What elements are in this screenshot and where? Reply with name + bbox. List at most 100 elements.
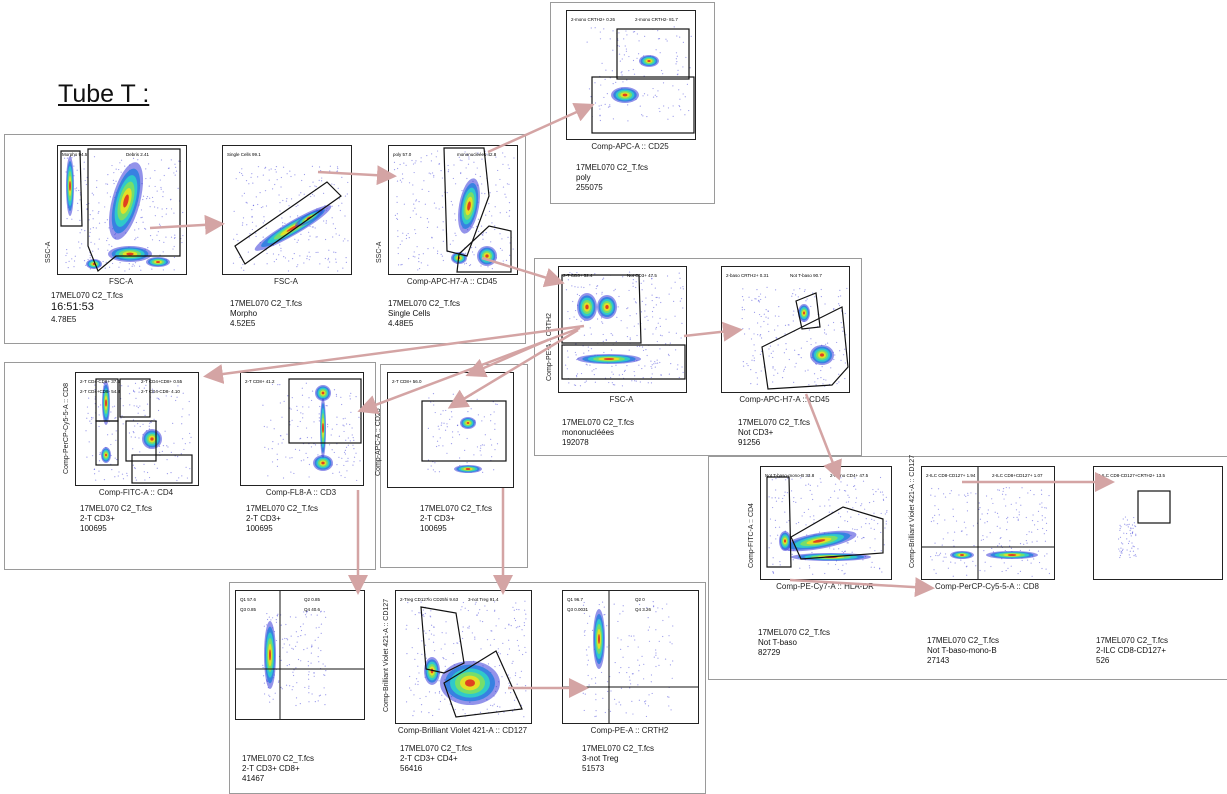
caption-p15-line-2: 51573 (582, 764, 605, 773)
x-axis-label-p3: Comp-APC-H7-A :: CD45 (406, 277, 498, 286)
gate-outline (420, 606, 465, 674)
density-cluster (86, 259, 102, 269)
gate-label: Debris 2.41 (126, 152, 150, 157)
density-cluster (108, 246, 152, 262)
gate-label: Not CD3+ 47.5 (627, 273, 657, 278)
density-plot-p2: Single Cells 99.1 (227, 152, 349, 272)
gate-outline (766, 476, 792, 568)
y-axis-label-p11: Comp-Brilliant Violet 421-A :: CD127 (909, 454, 916, 568)
gate-outline (421, 400, 507, 462)
density-cluster (440, 661, 500, 705)
density-cluster (313, 455, 333, 471)
plot-p14: 2-Treg CD127lo CD25hi 9.63 3-not Treg 91.… (395, 590, 532, 724)
gate-label: mononucleées 42.8 (457, 152, 497, 157)
caption-p6-line-2: 91256 (738, 438, 761, 447)
caption-p12-line-2: 526 (1096, 656, 1110, 665)
density-cluster (264, 621, 276, 689)
caption-p10-line-1: Not T-baso (758, 638, 797, 647)
plot-p8: 2-T CD8+ 41.2 (240, 372, 364, 486)
density-plot-p14: 2-Treg CD127lo CD25hi 9.63 3-not Treg 91.… (400, 597, 527, 718)
plot-p12: 2-ILC CD8-CD127+CRTH2+ 13.5 (1093, 466, 1223, 580)
gate-label: Q1 96.7 (567, 597, 584, 602)
density-cluster (986, 551, 1038, 559)
caption-p8-line-2: 100695 (246, 524, 273, 533)
gate-label: 2-T CD8+ 41.2 (245, 379, 275, 384)
gate-label: Not T-baso-mono-B 33.8 (765, 473, 815, 478)
gate-label: Q4 40.6 (304, 607, 321, 612)
plot-p7: 2-T CD4-CD8+ 37.5 2-T CD4+CD8+ 0.55 2-T CD… (75, 372, 199, 486)
event-dots (1117, 516, 1139, 559)
gate-outline (119, 378, 151, 418)
gate-outline (234, 181, 342, 265)
density-plot-p13: Q1 57.6 Q2 0.85 Q3 0.85 Q4 40.6 (236, 591, 364, 719)
x-axis-label-p6: Comp-APC-H7-A :: CD45 (739, 395, 830, 404)
event-dots (85, 382, 192, 482)
group-frame-cd3-row (4, 362, 376, 570)
density-plot-p4: 2-mono CRTH2+ 0.26 2-mono CRTH2- 81.7 (571, 17, 695, 134)
caption-p6-line-1: Not CD3+ (738, 428, 774, 437)
x-axis-label-p10: Comp-PE-Cy7-A :: HLA-DR (776, 582, 874, 591)
gate-outline (561, 274, 642, 344)
caption-p1-line-2: 4.78E5 (51, 315, 77, 324)
density-cluster (424, 657, 440, 685)
density-cluster (781, 530, 857, 552)
density-cluster (597, 295, 617, 319)
caption-p3-line-2: 4.48E5 (388, 319, 414, 328)
x-axis-label-p8: Comp-FL8-A :: CD3 (265, 488, 337, 497)
caption-p11-line-2: 27143 (927, 656, 950, 665)
gate-label: Q3 0.85 (240, 607, 257, 612)
plot-p13: Q1 57.6 Q2 0.85 Q3 0.85 Q4 40.6 (235, 590, 365, 720)
page-title: Tube T : (58, 80, 150, 108)
gate-outline (95, 420, 119, 466)
x-axis-label-p15: Comp-PE-A :: CRTH2 (590, 726, 669, 735)
gate-outline (1137, 490, 1171, 524)
x-axis-label-p1: FSC-A (109, 277, 133, 286)
y-axis-label-p10: Comp-FITC-A :: CD4 (748, 503, 755, 568)
caption-p5-line-0: 17MEL070 C2_T.fcs (562, 418, 635, 427)
event-dots (741, 286, 848, 387)
caption-p3-line-1: Single Cells (388, 309, 431, 318)
caption-p6-line-0: 17MEL070 C2_T.fcs (738, 418, 811, 427)
caption-p4-line-2: 255075 (576, 183, 603, 192)
event-dots (930, 486, 1051, 577)
gate-label: Morpho 94.5 (62, 152, 88, 157)
plot-p2: Single Cells 99.1 (222, 145, 352, 275)
y-axis-label-p1: SSC-A (45, 241, 52, 263)
density-cluster (146, 257, 170, 267)
density-cluster (611, 87, 639, 103)
density-cluster (460, 417, 476, 429)
gate-outline (443, 147, 490, 257)
gate-outline (591, 76, 695, 134)
caption-p2-line-1: Morpho (230, 309, 258, 318)
density-plot-p9: 2-T CD8+ 56.0 (392, 379, 507, 474)
density-plot-p5: 2-T CD3+ 52.4 Not CD3+ 47.5 (561, 271, 686, 387)
gate-outline (131, 454, 193, 484)
gate-label: 2-baso CRTH2+ 0.31 (726, 273, 769, 278)
gate-label: 2-T CD3+ 52.4 (563, 273, 593, 278)
plot-p4: 2-mono CRTH2+ 0.26 2-mono CRTH2- 81.7 (566, 10, 696, 140)
plot-p3: poly 57.0 mononucleées 42.8 (388, 145, 518, 275)
gate-label: 2-Treg CD127lo CD25hi 9.63 (400, 597, 459, 602)
density-cluster (798, 304, 810, 322)
plot-p15: Q1 96.7 Q2 0 Q3 0.0031 Q4 3.26 (562, 590, 699, 724)
density-plot-p3: poly 57.0 mononucleées 42.8 (393, 147, 515, 273)
density-cluster (315, 385, 331, 401)
caption-p13-line-1: 2-T CD3+ CD8+ (242, 764, 300, 773)
density-cluster (577, 354, 641, 364)
gate-label: Not T-baso 90.7 (790, 273, 822, 278)
gate-label: 3-not Treg 91.4 (468, 597, 499, 602)
event-dots (563, 271, 684, 387)
density-plot-p10: Not T-baso-mono-B 33.8 2-mono CD4+ 47.5 (765, 473, 888, 575)
density-plot-p15: Q1 96.7 Q2 0 Q3 0.0031 Q4 3.26 (563, 591, 698, 723)
y-axis-label-p5: Comp-PE-A :: CRTH2 (546, 313, 553, 381)
density-plot-p11: 2-ILC CD8-CD127+ 1.94 2-ILC CD8+CD127+ 1.… (922, 467, 1054, 579)
density-cluster (102, 381, 110, 425)
density-cluster (779, 531, 791, 551)
gate-outline (60, 150, 83, 227)
density-cluster (458, 178, 480, 234)
density-plot-p6: 2-baso CRTH2+ 0.31 Not T-baso 90.7 (726, 273, 849, 390)
caption-p14-line-0: 17MEL070 C2_T.fcs (400, 744, 473, 753)
caption-p1-line-0: 17MEL070 C2_T.fcs (51, 291, 124, 300)
caption-p11-line-0: 17MEL070 C2_T.fcs (927, 636, 1000, 645)
caption-p4-line-1: poly (576, 173, 591, 182)
